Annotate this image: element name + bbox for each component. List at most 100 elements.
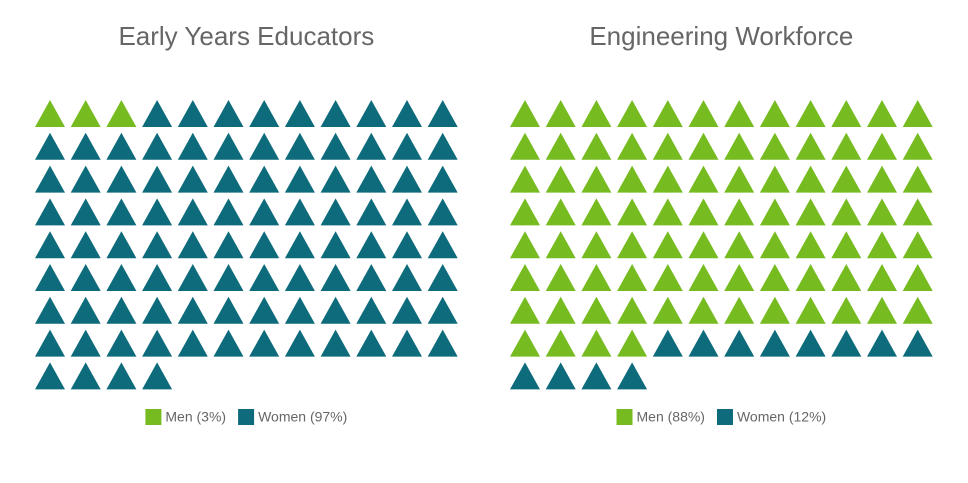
- icon: [510, 231, 540, 259]
- icon: [284, 264, 315, 291]
- icon: [652, 231, 683, 259]
- icon: [35, 362, 65, 390]
- icon: [106, 198, 137, 226]
- legend-swatch: [616, 409, 633, 425]
- icon: [724, 132, 755, 160]
- icon: [35, 100, 65, 127]
- icon: [35, 198, 65, 226]
- icon: [320, 132, 351, 160]
- icon: [142, 198, 173, 226]
- icon: [759, 296, 790, 324]
- icon: [284, 231, 315, 259]
- icon: [392, 264, 422, 291]
- icon: [759, 264, 790, 291]
- icon: [427, 264, 458, 291]
- icon: [652, 132, 683, 160]
- icon: [106, 296, 137, 324]
- icon: [688, 132, 719, 160]
- icon: [284, 100, 315, 127]
- icon: [510, 329, 540, 357]
- icon: [795, 165, 826, 193]
- icon: [831, 165, 862, 193]
- icon: [35, 132, 65, 160]
- icon: [142, 296, 173, 324]
- icon: [320, 329, 351, 357]
- icon: [581, 296, 612, 324]
- icon: [581, 231, 612, 259]
- icon: [902, 296, 933, 324]
- icon: [177, 165, 208, 193]
- legend-label: Men (88%): [637, 409, 705, 425]
- icon: [106, 132, 137, 160]
- icon: [70, 198, 101, 226]
- icon: [249, 264, 280, 291]
- icon: [902, 100, 933, 127]
- icon: [392, 165, 422, 193]
- icon: [284, 132, 315, 160]
- icon: [177, 198, 208, 226]
- icon: [688, 198, 719, 226]
- icon: [427, 100, 458, 127]
- icon: [902, 329, 933, 357]
- icon: [356, 296, 387, 324]
- icon: [427, 132, 458, 160]
- chart-title: Engineering Workforce: [589, 21, 853, 51]
- legend-swatch: [716, 409, 733, 425]
- icon: [213, 231, 244, 259]
- icon: [249, 100, 280, 127]
- icon: [320, 198, 351, 226]
- icon: [831, 198, 862, 226]
- icon: [545, 198, 576, 226]
- icon: [545, 329, 576, 357]
- icon: [902, 132, 933, 160]
- icon: [759, 329, 790, 357]
- icon: [249, 132, 280, 160]
- icon: [142, 231, 173, 259]
- icon: [902, 231, 933, 259]
- icon: [249, 165, 280, 193]
- icon: [106, 264, 137, 291]
- icon: [902, 264, 933, 291]
- legend-swatch: [145, 409, 162, 425]
- icon: [427, 231, 458, 259]
- icon: [142, 329, 173, 357]
- icon: [213, 264, 244, 291]
- icon: [795, 296, 826, 324]
- icon: [545, 165, 576, 193]
- icon: [320, 264, 351, 291]
- icon: [177, 132, 208, 160]
- icon: [617, 231, 648, 259]
- icon: [213, 165, 244, 193]
- icon: [688, 264, 719, 291]
- icon: [867, 198, 897, 226]
- icon: [356, 132, 387, 160]
- icon: [510, 165, 540, 193]
- icon: [213, 296, 244, 324]
- legend-label: Women (97%): [258, 409, 347, 425]
- icon: [759, 231, 790, 259]
- icon: [356, 264, 387, 291]
- icon: [688, 231, 719, 259]
- icon: [177, 264, 208, 291]
- icon: [427, 198, 458, 226]
- icon: [106, 100, 137, 127]
- icon: [581, 132, 612, 160]
- icon: [759, 198, 790, 226]
- icon: [617, 296, 648, 324]
- icon: [867, 231, 897, 259]
- icon: [177, 329, 208, 357]
- icon: [581, 100, 612, 127]
- icon: [70, 296, 101, 324]
- icon: [35, 165, 65, 193]
- icon: [70, 100, 101, 127]
- icon: [545, 132, 576, 160]
- icon: [427, 329, 458, 357]
- icon: [617, 198, 648, 226]
- icon: [867, 329, 897, 357]
- icon: [652, 198, 683, 226]
- icon: [392, 100, 422, 127]
- icon: [320, 100, 351, 127]
- icon: [545, 100, 576, 127]
- icon: [106, 165, 137, 193]
- icon: [213, 100, 244, 127]
